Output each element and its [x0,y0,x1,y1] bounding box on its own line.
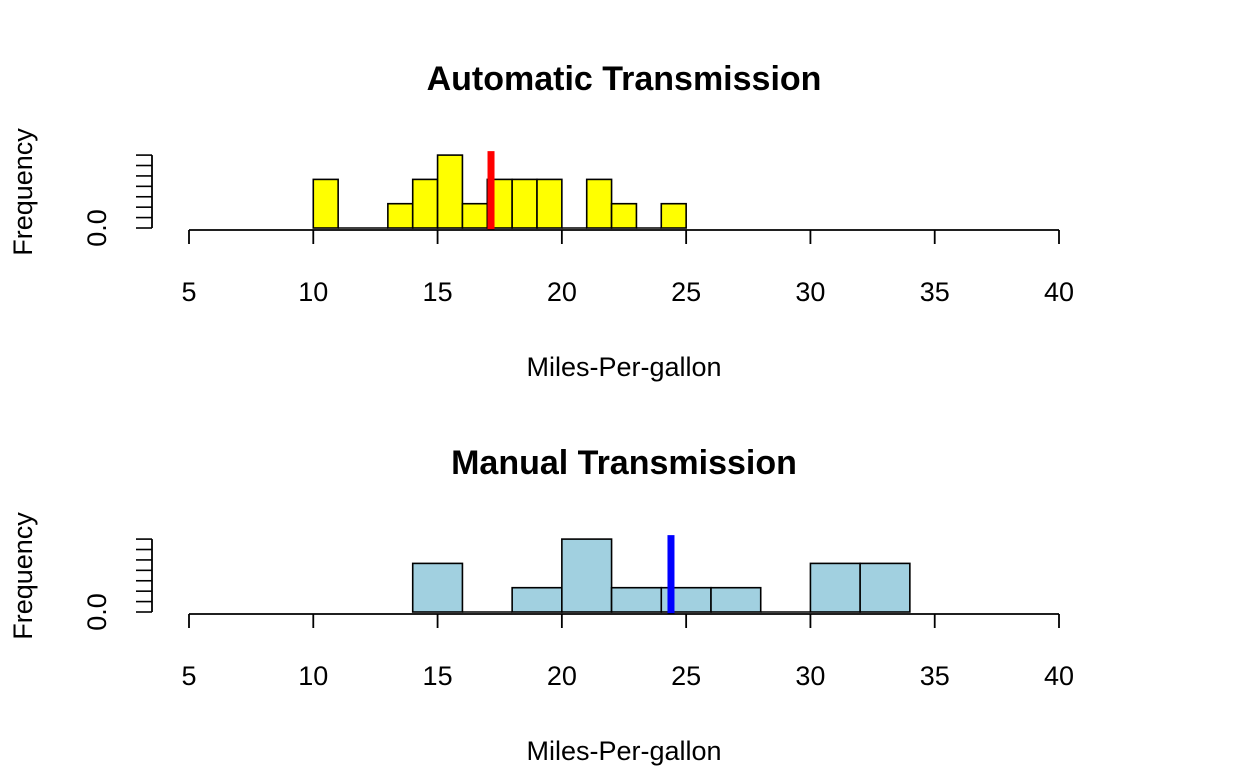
panel-2-histogram-bar [411,562,464,613]
panel-2-histogram-bar [710,586,762,613]
panel-2-x-tick-label: 10 [298,661,328,691]
panel-1-histogram-bar [436,154,464,229]
panel-1-histogram-bar [387,202,414,229]
panel-2-x-tick-label: 20 [547,661,577,691]
panel-1-histogram-bar [411,178,439,229]
panel-2-x-tick-label: 35 [920,661,950,691]
panel-1-x-tick-label: 15 [423,277,453,307]
panel-1-x-tick-label: 25 [671,277,701,307]
panel-1-histogram-bar [660,202,687,229]
panel-2-histogram-bar [610,586,663,613]
panel-2-x-tick-label: 15 [423,661,453,691]
panel-2-histogram-bar [561,538,613,613]
panel-2-y-axis-label: Frequency [8,512,38,640]
panel-1-x-tick-label: 5 [181,277,196,307]
panel-2-chart-title: Manual Transmission [451,444,797,482]
panel-2-x-tick-label: 5 [181,661,196,691]
panel-1-x-tick-label: 40 [1044,277,1074,307]
panel-2-histogram-bar [859,562,911,613]
panel-1-histogram-bar [610,202,638,229]
panel-1-chart-title: Automatic Transmission [427,60,822,98]
panel-1-histogram-bar [511,178,538,229]
panel-2-x-axis-label: Miles-Per-gallon [526,736,721,766]
panel-2-x-tick-label: 25 [671,661,701,691]
panel-1-x-axis-label: Miles-Per-gallon [526,352,721,382]
panel-2-y-tick-label: 0.0 [82,593,112,631]
panel-1-histogram-bar [585,178,613,229]
panel-1-y-tick-label: 0.0 [82,209,112,247]
panel-1-histogram-bar [461,202,489,229]
panel-1-x-tick-label: 10 [298,277,328,307]
panel-2-histogram-bar [809,562,861,613]
panel-2-histogram-bar [511,586,563,613]
panel-1-x-tick-label: 20 [547,277,577,307]
panel-1-x-tick-label: 35 [920,277,950,307]
panel-1-x-tick-label: 30 [795,277,825,307]
panel-2-x-tick-label: 30 [795,661,825,691]
panel-2-x-tick-label: 40 [1044,661,1074,691]
panel-1-y-axis-label: Frequency [8,128,38,256]
panel-1-histogram-bar [536,178,563,229]
panel-1-histogram-bar [312,178,339,229]
